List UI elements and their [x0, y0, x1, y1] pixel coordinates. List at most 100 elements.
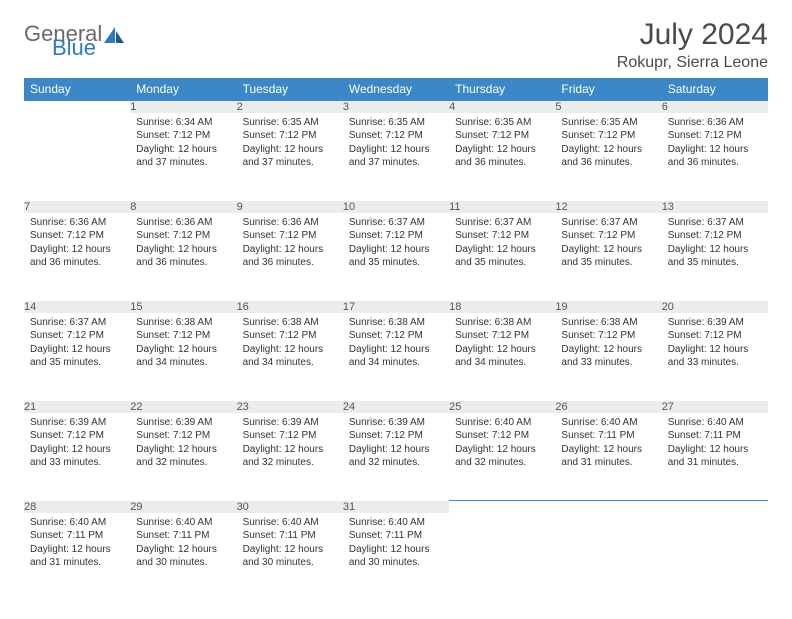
day-number-cell: 7	[24, 201, 130, 213]
day-cell-content: Sunrise: 6:40 AMSunset: 7:11 PMDaylight:…	[130, 513, 236, 576]
sunrise-line: Sunrise: 6:37 AM	[455, 216, 549, 230]
day-cell: Sunrise: 6:40 AMSunset: 7:11 PMDaylight:…	[343, 513, 449, 601]
day-number-cell: 8	[130, 201, 236, 213]
day-number-cell: 1	[130, 101, 236, 113]
day-number-cell: 15	[130, 301, 236, 313]
sunset-line: Sunset: 7:12 PM	[136, 429, 230, 443]
sunset-line: Sunset: 7:12 PM	[243, 429, 337, 443]
sunset-line: Sunset: 7:12 PM	[561, 329, 655, 343]
day-number-cell: 28	[24, 501, 130, 513]
day-number-cell: 5	[555, 101, 661, 113]
day-cell: Sunrise: 6:38 AMSunset: 7:12 PMDaylight:…	[555, 313, 661, 401]
sunrise-line: Sunrise: 6:40 AM	[455, 416, 549, 430]
sunrise-line: Sunrise: 6:40 AM	[243, 516, 337, 530]
day-number-cell: 16	[237, 301, 343, 313]
daylight-line: Daylight: 12 hours and 30 minutes.	[349, 543, 443, 570]
day-number-cell: 17	[343, 301, 449, 313]
day-number-cell: 2	[237, 101, 343, 113]
week-number-row: 21222324252627	[24, 401, 768, 413]
day-cell-content: Sunrise: 6:38 AMSunset: 7:12 PMDaylight:…	[555, 313, 661, 376]
sunrise-line: Sunrise: 6:37 AM	[668, 216, 762, 230]
day-number-cell: 13	[662, 201, 768, 213]
daylight-line: Daylight: 12 hours and 33 minutes.	[561, 343, 655, 370]
day-number-cell: 6	[662, 101, 768, 113]
day-number-cell: 14	[24, 301, 130, 313]
day-number-cell: 29	[130, 501, 236, 513]
sunset-line: Sunset: 7:11 PM	[561, 429, 655, 443]
sunset-line: Sunset: 7:12 PM	[243, 229, 337, 243]
daylight-line: Daylight: 12 hours and 32 minutes.	[349, 443, 443, 470]
day-header: Friday	[555, 78, 661, 101]
week-content-row: Sunrise: 6:40 AMSunset: 7:11 PMDaylight:…	[24, 513, 768, 601]
sunrise-line: Sunrise: 6:39 AM	[243, 416, 337, 430]
week-content-row: Sunrise: 6:37 AMSunset: 7:12 PMDaylight:…	[24, 313, 768, 401]
day-number-cell	[24, 101, 130, 113]
day-cell	[555, 513, 661, 601]
day-cell: Sunrise: 6:38 AMSunset: 7:12 PMDaylight:…	[130, 313, 236, 401]
day-cell-content: Sunrise: 6:39 AMSunset: 7:12 PMDaylight:…	[237, 413, 343, 476]
day-cell: Sunrise: 6:39 AMSunset: 7:12 PMDaylight:…	[237, 413, 343, 501]
day-cell: Sunrise: 6:38 AMSunset: 7:12 PMDaylight:…	[449, 313, 555, 401]
daylight-line: Daylight: 12 hours and 35 minutes.	[561, 243, 655, 270]
day-cell: Sunrise: 6:39 AMSunset: 7:12 PMDaylight:…	[662, 313, 768, 401]
sunset-line: Sunset: 7:12 PM	[30, 229, 124, 243]
sunset-line: Sunset: 7:12 PM	[561, 229, 655, 243]
day-cell-content: Sunrise: 6:36 AMSunset: 7:12 PMDaylight:…	[130, 213, 236, 276]
sunset-line: Sunset: 7:12 PM	[455, 229, 549, 243]
day-cell-content: Sunrise: 6:38 AMSunset: 7:12 PMDaylight:…	[343, 313, 449, 376]
day-cell-content: Sunrise: 6:37 AMSunset: 7:12 PMDaylight:…	[555, 213, 661, 276]
day-number-cell: 27	[662, 401, 768, 413]
daylight-line: Daylight: 12 hours and 34 minutes.	[349, 343, 443, 370]
day-cell-content: Sunrise: 6:37 AMSunset: 7:12 PMDaylight:…	[662, 213, 768, 276]
day-number-cell: 25	[449, 401, 555, 413]
day-cell-content: Sunrise: 6:39 AMSunset: 7:12 PMDaylight:…	[130, 413, 236, 476]
sunset-line: Sunset: 7:11 PM	[349, 529, 443, 543]
sunset-line: Sunset: 7:11 PM	[30, 529, 124, 543]
day-number-cell: 31	[343, 501, 449, 513]
sunset-line: Sunset: 7:12 PM	[455, 129, 549, 143]
daylight-line: Daylight: 12 hours and 33 minutes.	[668, 343, 762, 370]
sunrise-line: Sunrise: 6:40 AM	[136, 516, 230, 530]
day-cell: Sunrise: 6:40 AMSunset: 7:12 PMDaylight:…	[449, 413, 555, 501]
week-number-row: 78910111213	[24, 201, 768, 213]
sunrise-line: Sunrise: 6:39 AM	[668, 316, 762, 330]
sunrise-line: Sunrise: 6:34 AM	[136, 116, 230, 130]
daylight-line: Daylight: 12 hours and 32 minutes.	[455, 443, 549, 470]
day-number-cell: 3	[343, 101, 449, 113]
sunrise-line: Sunrise: 6:39 AM	[136, 416, 230, 430]
day-cell: Sunrise: 6:38 AMSunset: 7:12 PMDaylight:…	[237, 313, 343, 401]
daylight-line: Daylight: 12 hours and 35 minutes.	[668, 243, 762, 270]
logo-word-blue: Blue	[52, 38, 124, 58]
day-cell-content: Sunrise: 6:40 AMSunset: 7:11 PMDaylight:…	[343, 513, 449, 576]
sunset-line: Sunset: 7:12 PM	[455, 429, 549, 443]
sunset-line: Sunset: 7:12 PM	[136, 129, 230, 143]
week-content-row: Sunrise: 6:36 AMSunset: 7:12 PMDaylight:…	[24, 213, 768, 301]
sunrise-line: Sunrise: 6:37 AM	[561, 216, 655, 230]
day-cell-content: Sunrise: 6:39 AMSunset: 7:12 PMDaylight:…	[662, 313, 768, 376]
daylight-line: Daylight: 12 hours and 31 minutes.	[668, 443, 762, 470]
week-number-row: 123456	[24, 101, 768, 113]
sunrise-line: Sunrise: 6:40 AM	[561, 416, 655, 430]
daylight-line: Daylight: 12 hours and 36 minutes.	[136, 243, 230, 270]
sunrise-line: Sunrise: 6:40 AM	[30, 516, 124, 530]
day-cell: Sunrise: 6:34 AMSunset: 7:12 PMDaylight:…	[130, 113, 236, 201]
daylight-line: Daylight: 12 hours and 36 minutes.	[455, 143, 549, 170]
day-cell	[449, 513, 555, 601]
day-number-cell: 23	[237, 401, 343, 413]
logo: General Blue	[24, 24, 124, 58]
daylight-line: Daylight: 12 hours and 37 minutes.	[136, 143, 230, 170]
day-cell-content: Sunrise: 6:38 AMSunset: 7:12 PMDaylight:…	[130, 313, 236, 376]
day-cell-content: Sunrise: 6:36 AMSunset: 7:12 PMDaylight:…	[24, 213, 130, 276]
week-content-row: Sunrise: 6:34 AMSunset: 7:12 PMDaylight:…	[24, 113, 768, 201]
daylight-line: Daylight: 12 hours and 33 minutes.	[30, 443, 124, 470]
sunset-line: Sunset: 7:12 PM	[349, 229, 443, 243]
day-number-cell: 19	[555, 301, 661, 313]
day-header: Saturday	[662, 78, 768, 101]
day-cell-content: Sunrise: 6:37 AMSunset: 7:12 PMDaylight:…	[449, 213, 555, 276]
daylight-line: Daylight: 12 hours and 34 minutes.	[136, 343, 230, 370]
week-content-row: Sunrise: 6:39 AMSunset: 7:12 PMDaylight:…	[24, 413, 768, 501]
sunrise-line: Sunrise: 6:38 AM	[243, 316, 337, 330]
day-number-cell	[449, 501, 555, 513]
day-header: Thursday	[449, 78, 555, 101]
day-number-cell	[662, 501, 768, 513]
